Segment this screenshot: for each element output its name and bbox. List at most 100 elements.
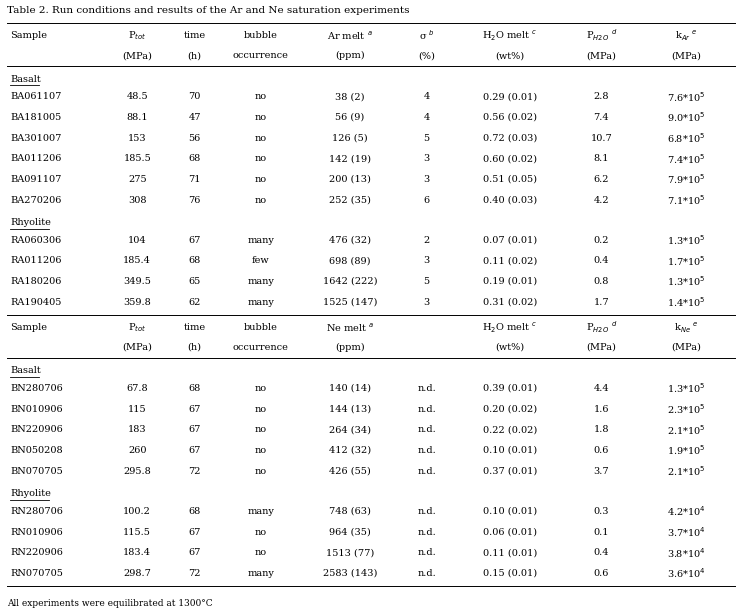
Text: 185.4: 185.4 (123, 257, 151, 265)
Text: Sample: Sample (10, 323, 47, 332)
Text: bubble: bubble (244, 323, 278, 332)
Text: 308: 308 (128, 196, 146, 204)
Text: BA061107: BA061107 (10, 92, 62, 101)
Text: 0.1: 0.1 (593, 528, 609, 536)
Text: no: no (255, 405, 267, 413)
Text: 68: 68 (188, 257, 201, 265)
Text: 67: 67 (188, 528, 201, 536)
Text: 10.7: 10.7 (590, 134, 612, 142)
Text: 426 (55): 426 (55) (329, 467, 371, 475)
Text: few: few (252, 257, 270, 265)
Text: n.d.: n.d. (418, 507, 436, 516)
Text: 48.5: 48.5 (126, 92, 148, 101)
Text: 38 (2): 38 (2) (336, 92, 365, 101)
Text: P$_{tot}$: P$_{tot}$ (128, 29, 146, 42)
Text: occurrence: occurrence (233, 343, 289, 352)
Text: BN070705: BN070705 (10, 467, 63, 475)
Text: 2.1*10$^5$: 2.1*10$^5$ (667, 423, 706, 437)
Text: All experiments were equilibrated at 1300°C: All experiments were equilibrated at 130… (7, 599, 213, 608)
Text: n.d.: n.d. (418, 446, 436, 455)
Text: 67: 67 (188, 426, 201, 434)
Text: (wt%): (wt%) (495, 51, 524, 60)
Text: (MPa): (MPa) (672, 343, 701, 352)
Text: 67.8: 67.8 (126, 384, 148, 393)
Text: no: no (255, 384, 267, 393)
Text: Rhyolite: Rhyolite (10, 218, 51, 227)
Text: no: no (255, 196, 267, 204)
Text: k$_{Ne}$ $^e$: k$_{Ne}$ $^e$ (674, 320, 698, 334)
Text: 0.40 (0.03): 0.40 (0.03) (483, 196, 537, 204)
Text: RA190405: RA190405 (10, 298, 62, 306)
Text: 0.19 (0.01): 0.19 (0.01) (483, 277, 537, 286)
Text: (MPa): (MPa) (586, 343, 616, 352)
Text: 0.39 (0.01): 0.39 (0.01) (483, 384, 537, 393)
Text: 142 (19): 142 (19) (329, 154, 371, 163)
Text: no: no (255, 113, 267, 122)
Text: 0.31 (0.02): 0.31 (0.02) (483, 298, 537, 306)
Text: 5: 5 (423, 277, 430, 286)
Text: 183.4: 183.4 (123, 548, 151, 557)
Text: 7.1*10$^5$: 7.1*10$^5$ (667, 193, 706, 207)
Text: Sample: Sample (10, 31, 47, 40)
Text: 1.7: 1.7 (593, 298, 609, 306)
Text: 200 (13): 200 (13) (329, 175, 371, 184)
Text: 88.1: 88.1 (126, 113, 148, 122)
Text: 65: 65 (188, 277, 201, 286)
Text: 0.29 (0.01): 0.29 (0.01) (483, 92, 537, 101)
Text: 4.4: 4.4 (593, 384, 609, 393)
Text: BA011206: BA011206 (10, 154, 62, 163)
Text: 3.6*10$^4$: 3.6*10$^4$ (667, 567, 706, 580)
Text: 7.9*10$^5$: 7.9*10$^5$ (667, 173, 706, 186)
Text: 0.51 (0.05): 0.51 (0.05) (483, 175, 537, 184)
Text: BA181005: BA181005 (10, 113, 61, 122)
Text: 3: 3 (423, 298, 430, 306)
Text: 7.6*10$^5$: 7.6*10$^5$ (667, 90, 706, 103)
Text: (h): (h) (188, 51, 202, 60)
Text: 0.22 (0.02): 0.22 (0.02) (483, 426, 537, 434)
Text: 70: 70 (188, 92, 201, 101)
Text: 295.8: 295.8 (123, 467, 151, 475)
Text: RN010906: RN010906 (10, 528, 63, 536)
Text: no: no (255, 154, 267, 163)
Text: 6: 6 (423, 196, 430, 204)
Text: 2.8: 2.8 (593, 92, 609, 101)
Text: 0.07 (0.01): 0.07 (0.01) (483, 236, 537, 244)
Text: (MPa): (MPa) (122, 343, 152, 352)
Text: no: no (255, 467, 267, 475)
Text: 76: 76 (188, 196, 201, 204)
Text: 0.10 (0.01): 0.10 (0.01) (483, 507, 537, 516)
Text: 260: 260 (128, 446, 146, 455)
Text: 8.1: 8.1 (593, 154, 609, 163)
Text: no: no (255, 426, 267, 434)
Text: H$_2$O melt $^c$: H$_2$O melt $^c$ (482, 320, 537, 334)
Text: 153: 153 (128, 134, 146, 142)
Text: no: no (255, 446, 267, 455)
Text: 349.5: 349.5 (123, 277, 151, 286)
Text: 0.3: 0.3 (593, 507, 609, 516)
Text: (ppm): (ppm) (336, 51, 365, 60)
Text: 3.8*10$^4$: 3.8*10$^4$ (667, 546, 706, 559)
Text: Basalt: Basalt (10, 75, 41, 83)
Text: 4: 4 (423, 92, 430, 101)
Text: 3: 3 (423, 154, 430, 163)
Text: Rhyolite: Rhyolite (10, 489, 51, 498)
Text: 1642 (222): 1642 (222) (323, 277, 378, 286)
Text: 72: 72 (188, 569, 201, 578)
Text: 7.4: 7.4 (593, 113, 609, 122)
Text: 71: 71 (188, 175, 201, 184)
Text: 67: 67 (188, 405, 201, 413)
Text: time: time (183, 31, 205, 40)
Text: Ne melt $^a$: Ne melt $^a$ (326, 321, 374, 334)
Text: (%): (%) (418, 51, 435, 60)
Text: 4.2*10$^4$: 4.2*10$^4$ (667, 505, 706, 518)
Text: 0.8: 0.8 (593, 277, 609, 286)
Text: 412 (32): 412 (32) (329, 446, 371, 455)
Text: (h): (h) (188, 343, 202, 352)
Text: 1.8: 1.8 (593, 426, 609, 434)
Text: RA060306: RA060306 (10, 236, 61, 244)
Text: BN050208: BN050208 (10, 446, 63, 455)
Text: n.d.: n.d. (418, 467, 436, 475)
Text: n.d.: n.d. (418, 569, 436, 578)
Text: 275: 275 (128, 175, 146, 184)
Text: P$_{H2O}$ $^d$: P$_{H2O}$ $^d$ (585, 320, 617, 335)
